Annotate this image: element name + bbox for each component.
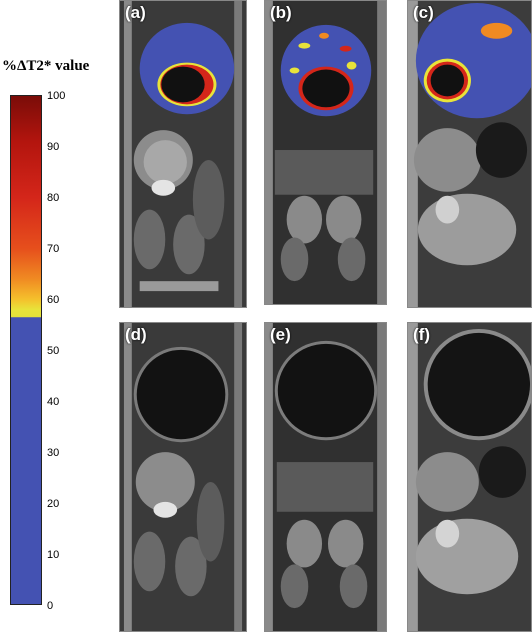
- colorbar-title: %ΔT2* value: [2, 58, 90, 74]
- panel-label-e: (e): [270, 325, 291, 344]
- mri-image-e: [265, 323, 386, 631]
- colorbar-tick-100: 100: [47, 90, 66, 102]
- panel-label-b: (b): [270, 3, 292, 22]
- mri-image-a: [120, 1, 246, 307]
- mri-panel-a: (a): [119, 0, 247, 308]
- colorbar-tick-40: 40: [47, 396, 60, 408]
- colorbar-tick-70: 70: [47, 243, 60, 255]
- colorbar-tick-10: 10: [47, 549, 60, 561]
- colorbar-tick-60: 60: [47, 294, 60, 306]
- panel-label-f: (f): [413, 325, 430, 344]
- colorbar-tick-30: 30: [47, 447, 60, 459]
- mri-panel-e: (e): [264, 322, 387, 632]
- mri-panel-b: (b): [264, 0, 387, 305]
- colorbar: [10, 95, 42, 605]
- mri-image-c: [408, 1, 531, 307]
- colorbar-tick-0: 0: [47, 600, 54, 612]
- colorbar-tick-90: 90: [47, 141, 60, 153]
- colorbar-tick-50: 50: [47, 345, 60, 357]
- colorbar-tick-20: 20: [47, 498, 60, 510]
- mri-panel-f: (f): [407, 322, 532, 632]
- mri-panel-c: (c): [407, 0, 532, 308]
- panel-label-d: (d): [125, 325, 147, 344]
- panel-label-c: (c): [413, 3, 434, 22]
- mri-panel-d: (d): [119, 322, 247, 632]
- mri-image-d: [120, 323, 246, 631]
- panel-label-a: (a): [125, 3, 146, 22]
- mri-image-b: [265, 1, 386, 304]
- colorbar-tick-80: 80: [47, 192, 60, 204]
- mri-image-f: [408, 323, 531, 631]
